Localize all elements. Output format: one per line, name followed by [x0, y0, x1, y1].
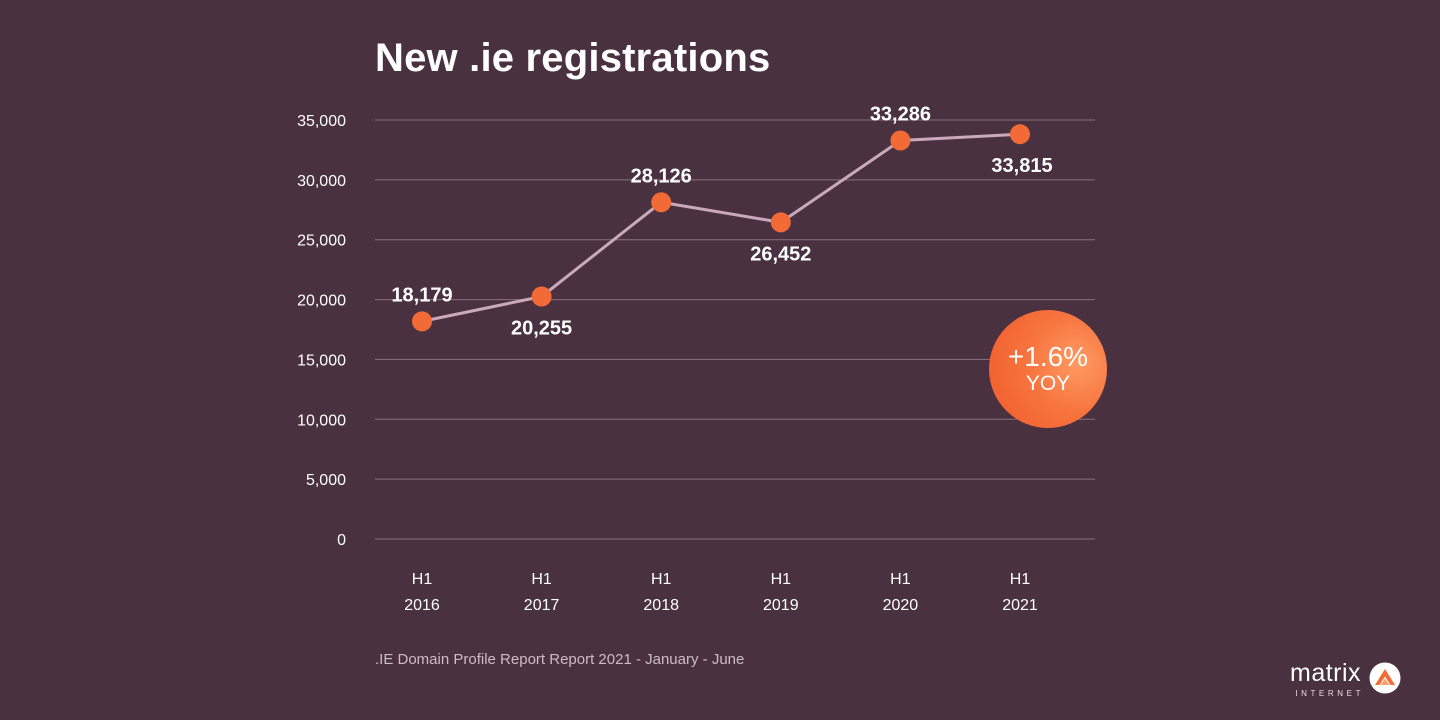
- x-tick-label: 2021: [1002, 597, 1038, 614]
- data-label: 20,255: [511, 318, 572, 340]
- matrix-logo-icon: [1369, 662, 1401, 694]
- yoy-badge: +1.6% YOY: [989, 310, 1107, 428]
- x-tick-label: H1: [890, 571, 911, 588]
- source-note: .IE Domain Profile Report Report 2021 - …: [375, 651, 745, 668]
- matrix-logo: matrix INTERNET: [1290, 660, 1401, 698]
- x-tick-label: H1: [412, 571, 433, 588]
- x-tick-label: H1: [651, 571, 672, 588]
- x-tick-label: H1: [531, 571, 552, 588]
- data-label: 18,179: [391, 284, 452, 306]
- data-point: [770, 212, 791, 233]
- x-tick-label: H1: [771, 571, 792, 588]
- x-tick-label: 2019: [763, 597, 799, 614]
- x-tick-label: 2020: [883, 597, 919, 614]
- data-point: [1010, 124, 1030, 145]
- data-point: [412, 311, 432, 332]
- data-point: [651, 192, 672, 213]
- x-tick-label: 2016: [404, 597, 440, 614]
- data-label: 28,126: [631, 165, 692, 187]
- data-label: 26,452: [750, 243, 811, 265]
- data-label: 33,815: [991, 155, 1052, 177]
- y-tick-label: 0: [337, 532, 346, 549]
- x-tick-label: H1: [1010, 571, 1031, 588]
- x-tick-label: 2017: [524, 597, 560, 614]
- y-tick-label: 15,000: [297, 352, 346, 369]
- x-tick-label: 2018: [643, 597, 679, 614]
- y-tick-label: 30,000: [297, 173, 346, 190]
- series-line: [421, 132, 1021, 323]
- y-tick-label: 10,000: [297, 412, 346, 429]
- data-label: 33,286: [870, 104, 931, 126]
- yoy-value: +1.6%: [1007, 341, 1089, 372]
- yoy-label: YOY: [1025, 372, 1071, 395]
- y-tick-label: 5,000: [306, 472, 346, 489]
- logo-subtext: INTERNET: [1295, 689, 1365, 698]
- y-tick-label: 20,000: [297, 293, 346, 310]
- logo-wordmark: matrix: [1290, 659, 1362, 687]
- data-point: [890, 130, 911, 151]
- y-tick-label: 25,000: [297, 233, 346, 250]
- chart-title: New .ie registrations: [375, 36, 771, 80]
- data-point: [531, 286, 552, 307]
- y-tick-label: 35,000: [297, 113, 346, 130]
